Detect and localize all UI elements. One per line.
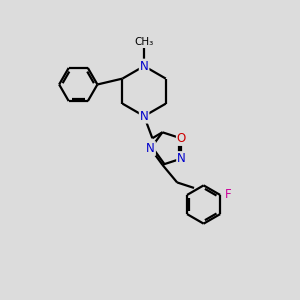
Text: CH₃: CH₃: [134, 37, 154, 47]
Text: N: N: [177, 152, 186, 165]
Text: O: O: [177, 132, 186, 145]
Text: F: F: [225, 188, 232, 202]
Text: N: N: [146, 142, 155, 155]
Text: N: N: [140, 60, 148, 73]
Text: N: N: [140, 110, 148, 123]
